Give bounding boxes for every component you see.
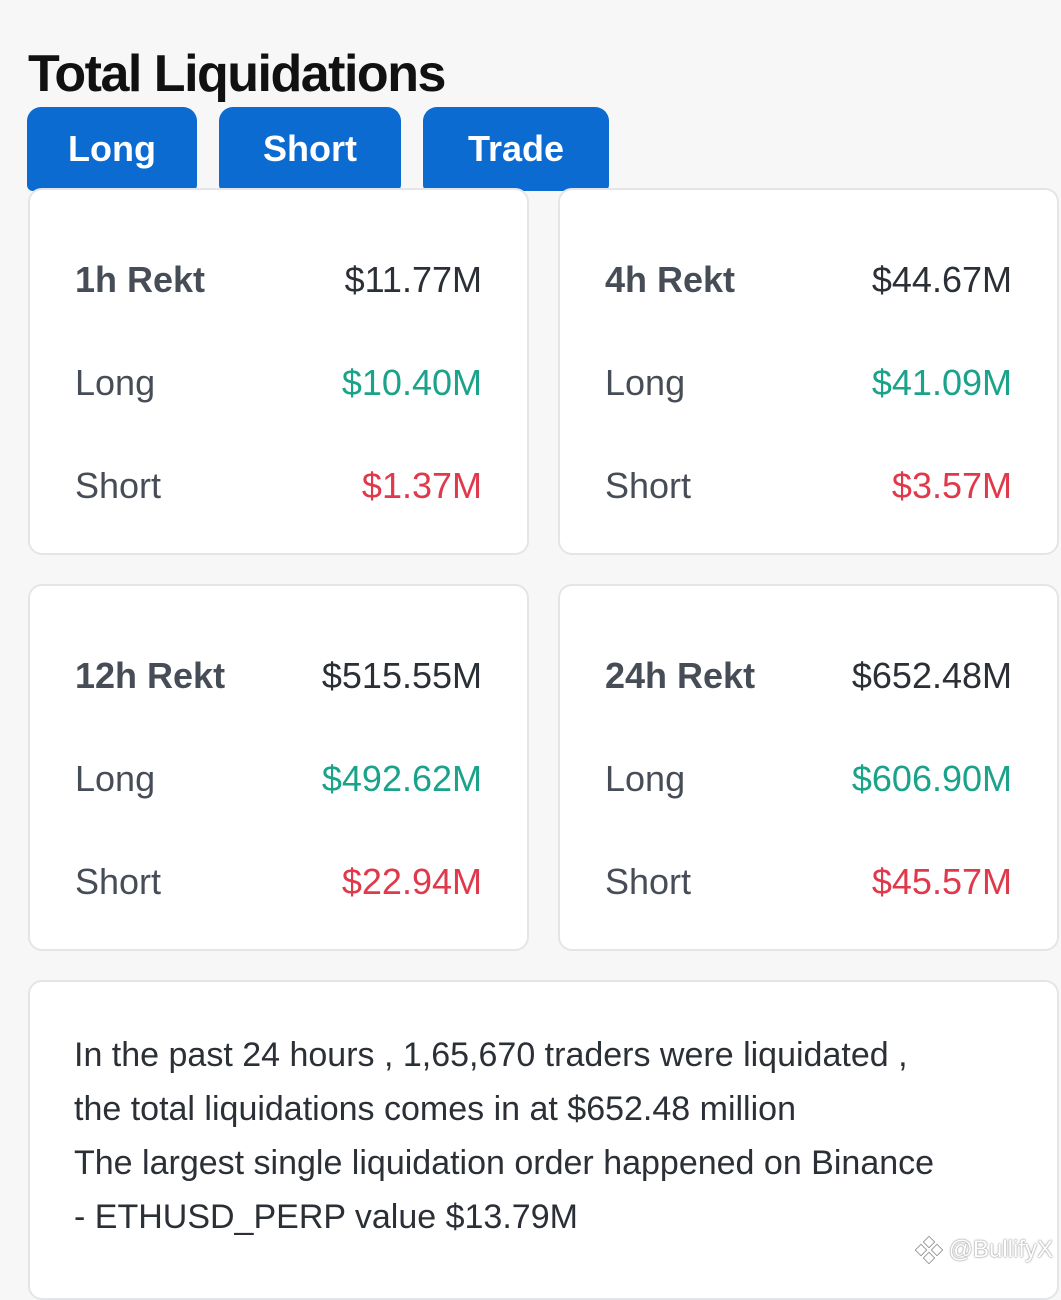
long-label: Long <box>75 362 156 403</box>
long-label: Long <box>605 362 686 403</box>
rekt-total-row: 12h Rekt $515.55M <box>75 651 482 701</box>
summary-line: the total liquidations comes in at $652.… <box>74 1090 796 1128</box>
short-label: Short <box>75 465 162 506</box>
rekt-total-value: $11.77M <box>344 259 482 300</box>
summary-card: In the past 24 hours , 1,65,670 traders … <box>28 980 1059 1300</box>
summary-line: The largest single liquidation order hap… <box>74 1144 935 1182</box>
short-value: $3.57M <box>891 465 1012 506</box>
binance-logo-icon <box>914 1236 943 1264</box>
rekt-total-row: 1h Rekt $11.77M <box>75 255 482 305</box>
watermark-text: @BullifyX <box>948 1236 1053 1263</box>
rekt-card-4h: 4h Rekt $44.67M Long $41.09M Short $3.57… <box>558 188 1059 555</box>
short-value: $45.57M <box>871 861 1012 902</box>
long-label: Long <box>605 758 686 799</box>
short-label: Short <box>75 861 162 902</box>
summary-text: In the past 24 hours , 1,65,670 traders … <box>74 1028 1027 1244</box>
long-value: $492.62M <box>321 758 482 799</box>
rekt-total-row: 24h Rekt $652.48M <box>605 651 1012 701</box>
summary-line: - ETHUSD_PERP value $13.79M <box>74 1198 578 1236</box>
rekt-total-value: $44.67M <box>871 259 1012 300</box>
rekt-total-value: $515.55M <box>321 655 482 696</box>
short-value: $22.94M <box>341 861 482 902</box>
rekt-total-value: $652.48M <box>851 655 1012 696</box>
long-value: $10.40M <box>341 362 482 403</box>
short-label: Short <box>605 465 692 506</box>
rekt-long-row: Long $492.62M <box>75 754 482 804</box>
rekt-total-row: 4h Rekt $44.67M <box>605 255 1012 305</box>
page-title: Total Liquidations <box>28 45 446 103</box>
long-value: $606.90M <box>851 758 1012 799</box>
rekt-period-label: 12h Rekt <box>75 655 226 696</box>
short-value: $1.37M <box>361 465 482 506</box>
rekt-short-row: Short $1.37M <box>75 461 482 511</box>
rekt-long-row: Long $10.40M <box>75 358 482 408</box>
tab-short[interactable]: Short <box>219 107 401 191</box>
short-label: Short <box>605 861 692 902</box>
rekt-short-row: Short $45.57M <box>605 857 1012 907</box>
rekt-short-row: Short $22.94M <box>75 857 482 907</box>
rekt-card-12h: 12h Rekt $515.55M Long $492.62M Short $2… <box>28 584 529 951</box>
rekt-long-row: Long $606.90M <box>605 754 1012 804</box>
rekt-long-row: Long $41.09M <box>605 358 1012 408</box>
tab-trade[interactable]: Trade <box>423 107 609 191</box>
rekt-card-24h: 24h Rekt $652.48M Long $606.90M Short $4… <box>558 584 1059 951</box>
tab-long[interactable]: Long <box>27 107 197 191</box>
long-value: $41.09M <box>871 362 1012 403</box>
watermark: @BullifyX <box>914 1236 1053 1264</box>
rekt-period-label: 4h Rekt <box>605 259 736 300</box>
rekt-period-label: 24h Rekt <box>605 655 756 696</box>
rekt-card-1h: 1h Rekt $11.77M Long $10.40M Short $1.37… <box>28 188 529 555</box>
rekt-short-row: Short $3.57M <box>605 461 1012 511</box>
rekt-period-label: 1h Rekt <box>75 259 206 300</box>
long-label: Long <box>75 758 156 799</box>
summary-line: In the past 24 hours , 1,65,670 traders … <box>74 1036 908 1074</box>
